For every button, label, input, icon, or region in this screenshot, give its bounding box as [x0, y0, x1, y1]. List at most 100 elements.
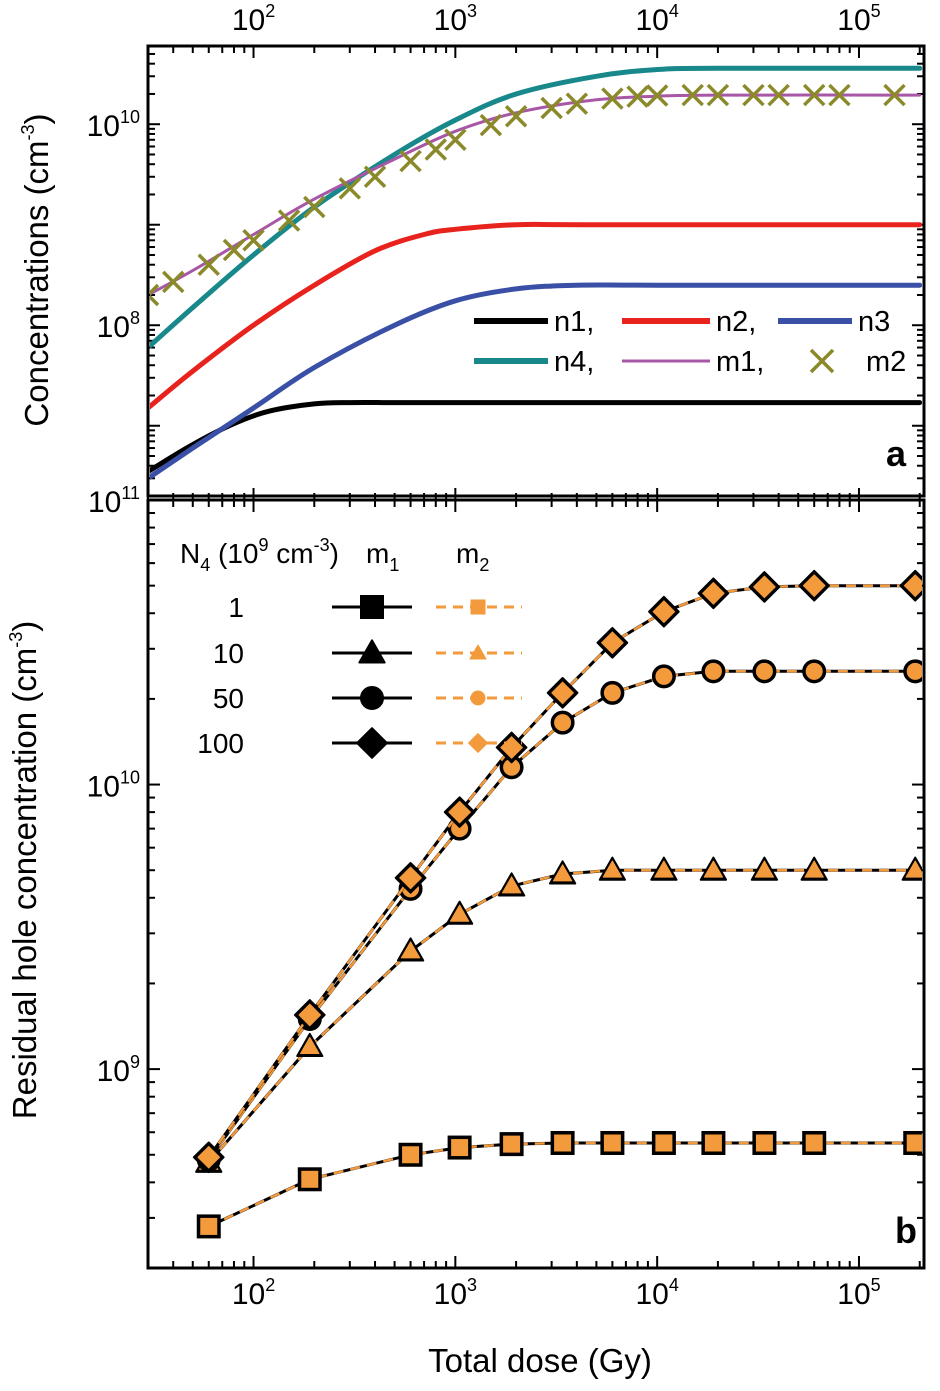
m2-cross-stroke — [399, 149, 422, 173]
series-m2-marker — [197, 253, 220, 276]
series-square-m2-line — [208, 1141, 916, 1228]
series-m2-marker — [399, 149, 422, 173]
m2-cross-stroke — [197, 253, 220, 276]
series-m2-marker — [242, 229, 265, 252]
panel-a-legend: n1, n2, n3 n4, m1, m2 — [474, 306, 906, 378]
series-triangle-m2-marker — [804, 860, 824, 878]
series-m2-marker — [424, 138, 448, 161]
series-m2-marker — [767, 83, 790, 107]
m2-cross-stroke — [883, 83, 906, 107]
series-m2-marker — [363, 165, 387, 189]
series-diamond-m2-marker — [753, 575, 776, 599]
x-tick-label-top: 104 — [635, 1, 678, 37]
legend-b-header-n4: N4 (109 cm-3) — [180, 535, 339, 575]
m2-cross-stroke — [626, 85, 649, 108]
panel-b-y-axis-title: Residual hole concentration (cm-3) — [6, 621, 43, 1119]
m2-cross-stroke — [767, 83, 790, 107]
series-m2-marker — [479, 113, 503, 137]
legend-m1-label: m1, — [716, 346, 764, 378]
series-m2-marker — [540, 96, 563, 120]
series-square-m2-marker — [704, 1134, 722, 1152]
series-diamond-m2-line — [207, 584, 916, 1159]
series-m2-marker — [161, 270, 185, 294]
series-m2-marker — [645, 84, 669, 107]
legend-n3-label: n3 — [858, 306, 890, 338]
m2-cross-stroke — [338, 177, 362, 200]
series-circle-m2-marker — [755, 662, 773, 680]
series-circle-m1-line — [207, 669, 916, 1161]
m2-cross-stroke — [802, 83, 826, 107]
series-diamond-m2-marker — [802, 574, 826, 597]
series-diamond-m2-marker — [448, 800, 471, 824]
series-m2-marker — [444, 128, 467, 152]
series-triangle-m2-marker — [905, 860, 922, 878]
legend-n2-label: n2, — [716, 306, 756, 338]
series-square-m2-marker — [755, 1134, 773, 1152]
series-m2-marker — [222, 238, 246, 262]
x-tick-label-bottom: 103 — [434, 1275, 477, 1311]
series-m2-marker — [601, 87, 624, 110]
series-circle-m2-marker — [906, 662, 922, 680]
series-square-m2-marker — [200, 1217, 218, 1235]
panel-b-plot — [192, 569, 922, 1239]
m2-cross-stroke — [242, 229, 265, 252]
m2-cross-stroke — [504, 105, 528, 128]
series-m2-marker — [277, 209, 301, 232]
series-n4-line — [150, 65, 922, 350]
panel-b-y-tick-label: 109 — [97, 1052, 140, 1088]
m2-cross-stroke — [222, 238, 246, 262]
m2-cross-stroke — [363, 165, 387, 189]
series-n3-line — [150, 282, 922, 480]
series-triangle-m2-marker — [400, 941, 421, 959]
x-tick-label-top: 102 — [232, 1, 275, 37]
panel-a-plot — [150, 65, 922, 480]
x-tick-label-top: 103 — [434, 1, 477, 37]
series-circle-m2-line — [207, 670, 916, 1161]
legend-n1-label: n1, — [554, 306, 594, 338]
series-triangle-m2-marker — [552, 864, 573, 882]
series-m2-marker — [742, 83, 765, 107]
legend-m2-label: m2 — [866, 346, 906, 378]
legend-b-n4-value: 1 — [228, 592, 244, 623]
series-square-m2-marker — [655, 1134, 673, 1152]
legend-b-m1-marker-diamond — [356, 727, 388, 759]
series-m2-marker — [706, 83, 730, 107]
series-m2-marker — [565, 92, 589, 115]
series-square-m2-marker — [451, 1139, 469, 1157]
series-square-m2-marker — [906, 1134, 922, 1152]
x-tick-label-bottom: 104 — [635, 1275, 678, 1311]
series-circle-m2-marker — [805, 662, 823, 680]
series-m2-marker — [828, 83, 851, 107]
legend-b-m2-marker-diamond — [468, 733, 488, 753]
m2-cross-stroke — [479, 113, 503, 137]
series-diamond-m2-marker — [298, 1003, 322, 1027]
m2-cross-stroke — [681, 83, 704, 107]
series-diamond-m2-marker — [197, 1145, 221, 1169]
x-tick-label-bottom: 102 — [232, 1275, 275, 1311]
x-ticks-bottom: 102 103 104 105 — [147, 1256, 921, 1311]
m2-cross-stroke — [303, 195, 326, 219]
x-tick-label-bottom: 105 — [837, 1275, 880, 1311]
series-circle-m2-marker — [655, 667, 673, 685]
x-ticks-top: 102 103 104 105 — [147, 1, 921, 58]
panel-b-y-ticks: 109 1010 1011 — [87, 483, 924, 1269]
series-square-m2-marker — [503, 1135, 521, 1153]
legend-b-m1-marker-circle — [360, 686, 384, 710]
legend-b-n4-value: 10 — [213, 638, 244, 669]
series-triangle-m2-marker — [703, 860, 724, 878]
m2-cross-stroke — [601, 87, 624, 110]
series-triangle-m2-marker — [300, 1036, 320, 1054]
panel-a-frame — [146, 44, 926, 498]
series-triangle-m2-marker — [754, 860, 775, 878]
legend-b-n4-value: 50 — [213, 683, 244, 714]
series-diamond-m2-marker — [399, 866, 422, 890]
series-circle-m2-marker — [554, 714, 572, 732]
m2-cross-stroke — [277, 209, 301, 232]
m2-cross-stroke — [150, 283, 160, 296]
legend-m2-symbol — [809, 348, 835, 374]
legend-n4-label: n4, — [554, 346, 594, 378]
series-m2-marker — [883, 83, 906, 107]
series-m2-marker — [338, 177, 362, 200]
m2-cross-stroke — [161, 270, 185, 294]
